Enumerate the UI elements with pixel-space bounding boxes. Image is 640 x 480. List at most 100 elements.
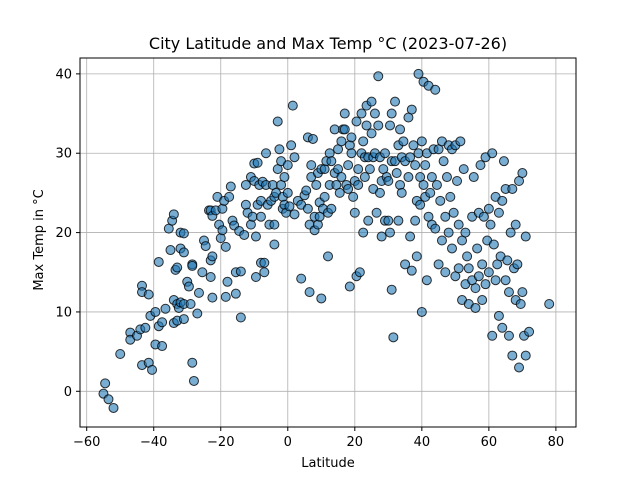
data-point (373, 71, 384, 82)
data-point (418, 179, 429, 190)
data-point (487, 330, 498, 341)
data-point (374, 187, 385, 198)
data-point (395, 179, 406, 190)
data-point (503, 330, 514, 341)
data-point (192, 308, 203, 319)
data-point (348, 191, 359, 202)
data-point (379, 148, 390, 159)
data-point (178, 228, 189, 239)
data-point (274, 144, 285, 155)
data-point (438, 156, 449, 167)
data-point (353, 164, 364, 175)
data-point (235, 312, 246, 323)
data-point (478, 211, 489, 222)
data-point (507, 350, 518, 361)
data-point (183, 281, 194, 292)
data-point (386, 284, 397, 295)
data-point (366, 128, 377, 139)
data-point (339, 124, 350, 135)
data-point (520, 350, 531, 361)
data-point (436, 235, 447, 246)
data-point (147, 364, 158, 375)
data-point (259, 267, 270, 278)
data-point (100, 378, 111, 389)
data-point (497, 195, 508, 206)
x-tick-label: 80 (548, 435, 565, 450)
data-point (217, 203, 228, 214)
y-tick-label: 0 (64, 385, 72, 400)
data-point (143, 289, 154, 300)
data-point (235, 266, 246, 277)
y-axis-label: Max Temp in °C (32, 189, 47, 290)
data-point (373, 120, 384, 131)
data-point (416, 306, 427, 317)
data-point (472, 243, 483, 254)
x-tick-label: −60 (73, 435, 100, 450)
data-point (239, 229, 250, 240)
data-point (410, 160, 421, 171)
data-point (448, 207, 459, 218)
data-point (323, 251, 333, 262)
data-point (197, 267, 208, 278)
data-point (520, 231, 531, 242)
data-point (279, 172, 290, 183)
data-point (498, 156, 509, 167)
data-point (493, 207, 504, 218)
data-point (282, 160, 293, 171)
plot-frame (79, 57, 577, 428)
data-point (343, 183, 354, 194)
data-point (433, 259, 444, 270)
data-point (383, 176, 394, 186)
data-point (220, 291, 231, 302)
data-point (205, 272, 216, 283)
data-point (490, 275, 501, 286)
x-tick-label: 0 (284, 435, 292, 450)
data-point (431, 179, 442, 190)
data-point (215, 233, 226, 244)
data-point (160, 303, 171, 314)
data-point (108, 402, 119, 413)
data-point (312, 219, 323, 230)
data-point (329, 124, 340, 135)
data-point (440, 211, 451, 222)
data-point (224, 191, 235, 202)
x-tick-label: −20 (207, 435, 234, 450)
data-point (462, 251, 473, 262)
data-point (272, 116, 283, 127)
data-point (230, 288, 241, 299)
data-point (165, 245, 176, 256)
data-point (220, 241, 231, 252)
data-point (346, 132, 357, 143)
data-point (207, 251, 218, 262)
data-point (430, 223, 441, 234)
data-point (252, 157, 263, 168)
data-point (286, 140, 297, 151)
data-point (240, 179, 251, 190)
data-point (336, 172, 347, 183)
data-point (413, 148, 424, 159)
data-point (185, 299, 196, 309)
data-point (400, 259, 411, 270)
data-point (388, 332, 399, 343)
data-point (361, 120, 372, 131)
data-point (363, 215, 374, 226)
data-point (336, 136, 347, 147)
data-point (289, 209, 300, 220)
data-point (421, 275, 432, 286)
data-point (178, 247, 189, 258)
data-point (261, 148, 271, 159)
data-point (334, 187, 345, 198)
data-point (250, 272, 261, 283)
data-point (304, 287, 315, 298)
data-point (296, 273, 307, 284)
data-point (376, 231, 387, 242)
data-point (287, 100, 298, 111)
data-point (353, 179, 364, 190)
data-point (405, 152, 416, 163)
data-point (517, 168, 528, 179)
data-point (316, 293, 327, 304)
data-point (517, 287, 528, 298)
data-point (349, 207, 360, 218)
data-point (477, 259, 488, 270)
